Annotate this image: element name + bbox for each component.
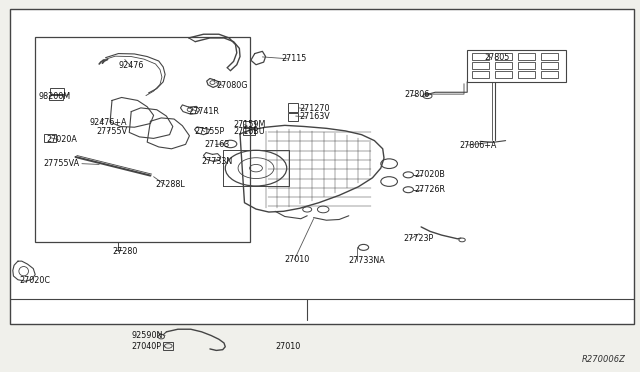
Bar [35, 37, 250, 242]
Text: 27155P: 27155P [194, 127, 224, 136]
Text: 27280: 27280 [112, 247, 138, 256]
Bar [541, 53, 558, 60]
Bar [541, 71, 558, 78]
Text: 27741R: 27741R [189, 107, 220, 116]
Text: 27733NA: 27733NA [349, 256, 385, 265]
Text: 27115: 27115 [282, 54, 307, 63]
Text: 92590N: 92590N [131, 331, 163, 340]
Bar [541, 62, 558, 69]
Text: 271270: 271270 [300, 105, 330, 113]
Bar [472, 71, 489, 78]
Bar [518, 71, 535, 78]
Text: 27010: 27010 [285, 255, 310, 264]
Bar [467, 50, 566, 82]
Text: 27723P: 27723P [403, 234, 433, 243]
Bar [243, 121, 255, 127]
Text: 2716BU: 2716BU [234, 127, 266, 136]
Bar [495, 62, 512, 69]
Text: 27010: 27010 [275, 342, 300, 351]
Text: 27806: 27806 [404, 90, 429, 99]
Bar [44, 134, 56, 142]
Text: 27020A: 27020A [47, 135, 77, 144]
Circle shape [459, 238, 465, 242]
Bar [518, 62, 535, 69]
Text: 27755VA: 27755VA [44, 159, 79, 168]
Bar [518, 53, 535, 60]
Bar [243, 128, 255, 135]
Bar [50, 88, 64, 94]
Text: 27040P: 27040P [131, 342, 161, 351]
Text: 27733N: 27733N [202, 157, 233, 166]
Bar [472, 62, 489, 69]
Bar [288, 113, 298, 121]
Bar [10, 9, 634, 324]
Text: R270006Z: R270006Z [582, 355, 626, 364]
Bar [49, 95, 63, 100]
Bar [288, 103, 298, 112]
Bar [495, 53, 512, 60]
Text: 92476+A: 92476+A [90, 118, 127, 126]
Text: 27755V: 27755V [96, 127, 127, 136]
Text: 27080G: 27080G [216, 81, 248, 90]
Text: 27726R: 27726R [415, 185, 445, 194]
Text: 92476: 92476 [118, 61, 144, 70]
Text: 98200M: 98200M [38, 92, 70, 101]
Text: 27163: 27163 [205, 140, 230, 149]
Text: 27805: 27805 [484, 53, 510, 62]
Bar [495, 71, 512, 78]
Text: 27020C: 27020C [19, 276, 50, 285]
Bar [472, 53, 489, 60]
Text: 27159M: 27159M [234, 120, 266, 129]
Text: 27020B: 27020B [415, 170, 445, 179]
Text: 27288L: 27288L [156, 180, 185, 189]
Bar [163, 342, 173, 350]
Text: 27806+A: 27806+A [460, 141, 497, 150]
Text: 27163V: 27163V [300, 112, 330, 121]
